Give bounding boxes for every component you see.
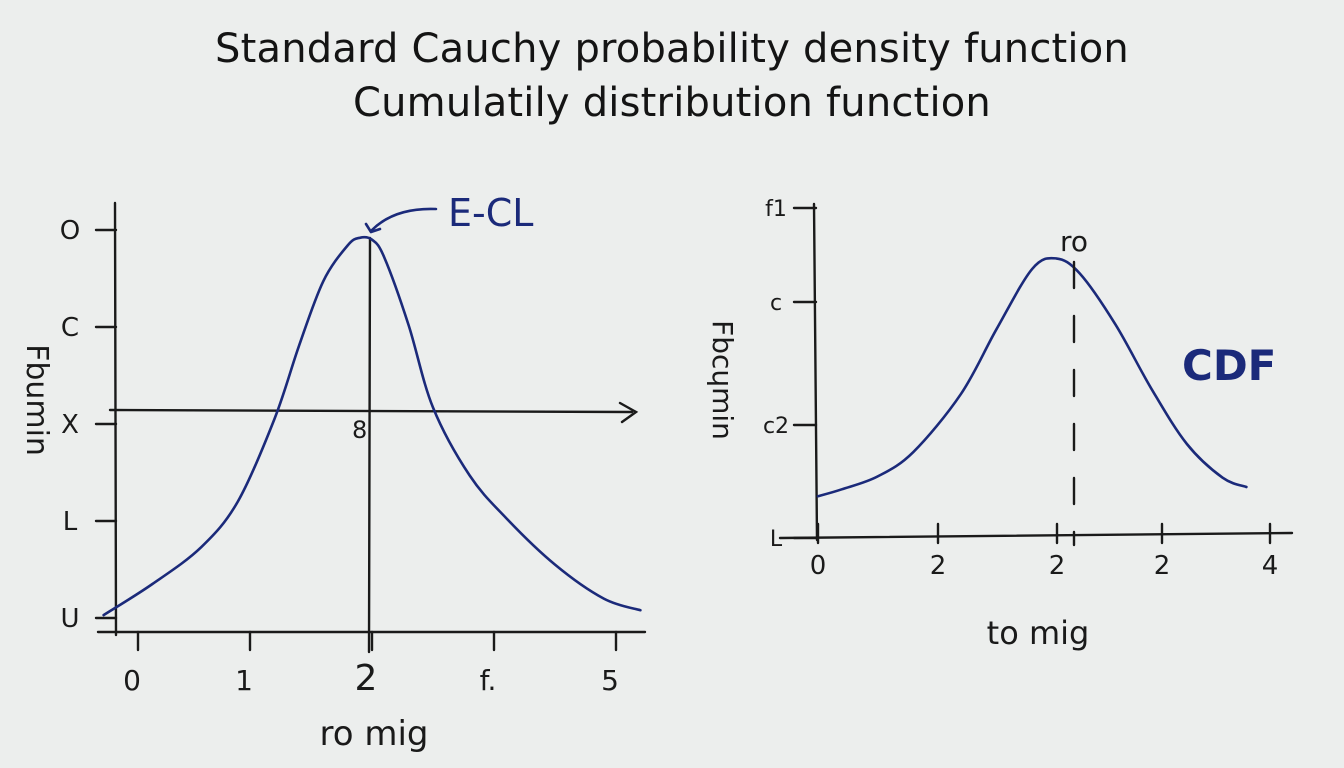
cdf-curve	[816, 256, 1248, 498]
pdf-y-axis-title: Fbumin	[19, 344, 54, 456]
pdf-chart: U L X C O 0 1 2 f. 5 E-CL 8 ro mig Fbumin	[19, 191, 647, 754]
cdf-y-tick-label: L	[770, 527, 783, 552]
chart-subtitle: Cumulatily distribution function	[353, 80, 991, 126]
pdf-x-tick-label: f.	[480, 664, 497, 697]
cdf-y-tick-label: c2	[763, 414, 789, 439]
pdf-annotation-arrowhead	[364, 222, 382, 234]
cdf-peak-label: ro	[1060, 225, 1088, 258]
pdf-crosshair-vertical	[367, 236, 372, 654]
chart-title-block: Standard Cauchy probability density func…	[0, 22, 1344, 130]
pdf-x-tick-label: 5	[601, 664, 619, 697]
cdf-x-axis	[778, 531, 1294, 540]
pdf-annotation-arrow	[370, 207, 438, 232]
pdf-x-tick-label: 1	[235, 664, 253, 697]
cdf-x-axis-title: to mig	[987, 614, 1090, 652]
pdf-x-tick-label: 0	[123, 664, 141, 697]
cdf-x-tick-label: 2	[1049, 551, 1066, 581]
pdf-y-tick-label: C	[61, 313, 79, 343]
pdf-y-tick-label: U	[60, 604, 79, 634]
cdf-chart: Lc2 c f1 0 2 2 2 4 ro CDF to mig Fbcɥmin	[706, 197, 1294, 652]
pdf-curve	[102, 235, 642, 617]
pdf-x-axis-title: ro mig	[320, 714, 429, 754]
cdf-y-tick-label: c	[770, 291, 782, 316]
pdf-peak-annotation: E-CL	[448, 191, 533, 235]
cdf-y-axis	[812, 202, 819, 542]
pdf-crosshair-arrowhead	[618, 401, 639, 424]
pdf-crosshair-horizontal	[108, 408, 634, 414]
pdf-center-label: 8	[352, 416, 367, 444]
cdf-x-tick-label: 2	[1154, 551, 1171, 581]
pdf-y-axis	[113, 201, 118, 637]
cdf-x-tick-label: 4	[1262, 551, 1279, 581]
cdf-annotation: CDF	[1182, 341, 1276, 390]
chart-title: Standard Cauchy probability density func…	[215, 26, 1129, 72]
pdf-y-tick-label: O	[60, 216, 80, 246]
pdf-x-tick-label: 2	[355, 658, 378, 699]
cdf-y-axis-title: Fbcɥmin	[706, 320, 739, 440]
cdf-x-tick-label: 0	[810, 551, 827, 581]
pdf-y-tick-label: L	[63, 507, 78, 537]
cdf-y-tick-label: f1	[765, 197, 787, 222]
pdf-y-tick-label: X	[61, 410, 79, 440]
cdf-x-tick-label: 2	[930, 551, 947, 581]
